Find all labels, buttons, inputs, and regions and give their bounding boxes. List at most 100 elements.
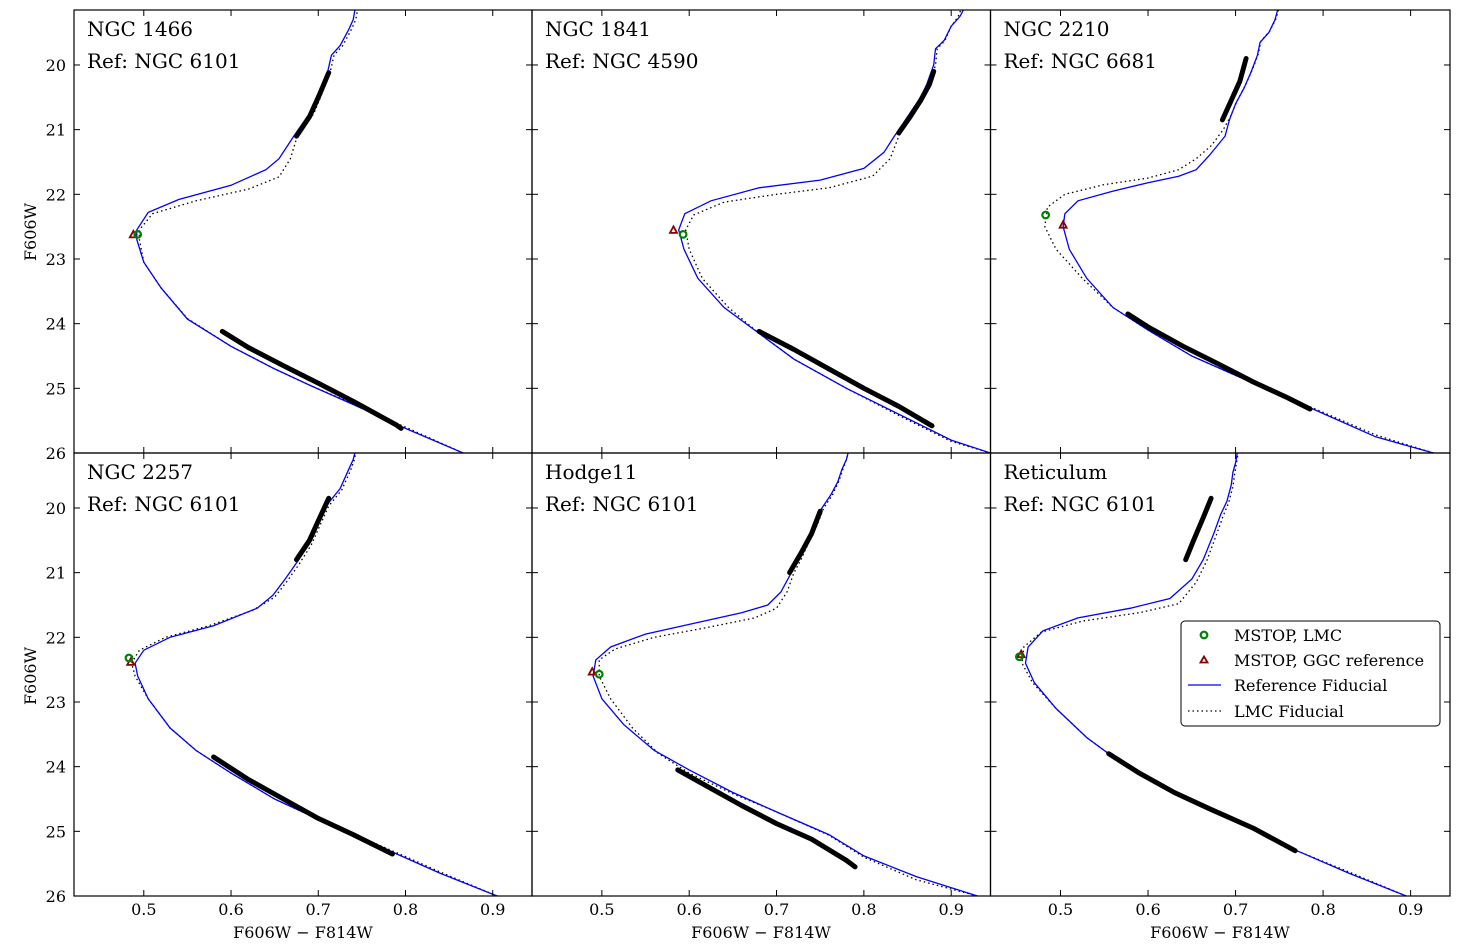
panel-frame [73, 9, 533, 454]
x-tick-label: 0.9 [1398, 900, 1423, 919]
data-points-band [294, 70, 332, 139]
data-points-band [787, 508, 823, 576]
y-tick-label: 26 [46, 887, 66, 906]
x-tick-label: 0.7 [1223, 900, 1248, 919]
x-tick-label: 0.6 [218, 900, 243, 919]
mstop-ggc-marker [587, 666, 598, 676]
panel-frame [73, 452, 533, 897]
lmc-fiducial-line [598, 453, 978, 896]
data-points-band [1125, 311, 1313, 412]
x-axis-label-right: F606W − F814W [1150, 923, 1290, 942]
panel-ngc-2257: 0.5 0.6 0.7 0.8 0.9 20 21 22 23 24 25 26 NGC 2257 Ref… [46, 452, 533, 919]
x-tick-label: 0.9 [938, 900, 963, 919]
legend-label-mstop-lmc: MSTOP, LMC [1234, 626, 1342, 645]
x-tick-label: 0.7 [764, 900, 789, 919]
lmc-fiducial-line [130, 453, 498, 896]
legend-label-lmc: LMC Fiducial [1234, 702, 1344, 721]
panel-plot-area [128, 10, 464, 453]
y-tick-label: 24 [46, 315, 66, 334]
y-axis-label-top: F606W [21, 202, 40, 261]
x-tick-label: 0.6 [1135, 900, 1160, 919]
data-points-band [756, 328, 935, 429]
panel-hodge11: 0.5 0.6 0.7 0.8 0.9 Hodge11 Ref: NGC 6101 [531, 452, 992, 919]
y-tick-label: 22 [46, 628, 66, 647]
panel-ngc-2210: NGC 2210 Ref: NGC 6681 [989, 9, 1451, 454]
y-tick-label: 26 [46, 444, 66, 463]
panel-reference: Ref: NGC 6681 [1004, 49, 1157, 73]
legend-label-mstop-ggc: MSTOP, GGC reference [1234, 651, 1424, 670]
data-points-band [1106, 751, 1298, 854]
panels-layer: 20 21 22 23 24 25 26 NGC 1466 Ref: NGC 6101 NGC 1… [46, 9, 1451, 919]
mstop-ggc-marker [668, 224, 679, 234]
legend-label-reference: Reference Fiducial [1234, 676, 1387, 695]
axis-labels-layer: F606W F606W F606W − F814W F606W − F814W … [21, 202, 1290, 942]
panel-reference: Ref: NGC 4590 [545, 49, 698, 73]
data-points-band [294, 495, 332, 563]
reference-fiducial-line [592, 453, 978, 896]
y-tick-label: 21 [46, 121, 66, 140]
legend-box [1180, 620, 1441, 727]
y-tick-label: 23 [46, 693, 66, 712]
y-tick-label: 23 [46, 250, 66, 269]
panel-plot-area [668, 10, 991, 453]
legend-marker-mstop-ggc [1198, 654, 1210, 664]
data-points-band [1183, 495, 1214, 563]
y-axis-label-bottom: F606W [21, 646, 40, 705]
y-tick-label: 24 [46, 758, 66, 777]
x-tick-label: 0.8 [851, 900, 876, 919]
panel-title: Reticulum [1004, 460, 1108, 484]
x-axis-label-left: F606W − F814W [233, 923, 373, 942]
data-points-band [211, 754, 395, 857]
lmc-fiducial-line [1044, 10, 1434, 453]
x-tick-label: 0.5 [1048, 900, 1073, 919]
panel-title: Hodge11 [545, 460, 637, 484]
panel-title: NGC 2210 [1004, 17, 1110, 41]
mstop-lmc-marker [678, 230, 688, 239]
mstop-lmc-marker [133, 230, 143, 239]
panel-plot-area [124, 453, 498, 896]
panel-title: NGC 1841 [545, 17, 651, 41]
panel-reference: Ref: NGC 6101 [545, 492, 698, 516]
panel-frame [531, 9, 992, 454]
x-axis-label-middle: F606W − F814W [691, 923, 831, 942]
mstop-ggc-marker [1058, 219, 1069, 229]
reference-fiducial-line [134, 453, 498, 896]
panel-ngc-1841: NGC 1841 Ref: NGC 4590 [531, 9, 992, 454]
data-points-band [1219, 56, 1249, 123]
panel-frame [989, 9, 1451, 454]
reference-fiducial-line [1062, 10, 1434, 453]
reference-fiducial-line [136, 10, 464, 453]
panel-title: NGC 1466 [87, 17, 193, 41]
x-tick-label: 0.5 [131, 900, 156, 919]
y-tick-label: 21 [46, 564, 66, 583]
y-tick-label: 25 [46, 379, 66, 398]
mstop-lmc-marker [1041, 210, 1051, 220]
data-points-band [675, 767, 858, 870]
panel-reference: Ref: NGC 6101 [87, 49, 240, 73]
y-tick-label: 22 [46, 185, 66, 204]
data-points-band [219, 328, 404, 431]
x-tick-label: 0.5 [589, 900, 614, 919]
panel-plot-area [1041, 10, 1434, 453]
panel-frame [989, 452, 1451, 897]
x-tick-label: 0.8 [393, 900, 418, 919]
mstop-lmc-marker [594, 669, 604, 679]
y-tick-label: 25 [46, 822, 66, 841]
lmc-fiducial-line [685, 10, 991, 453]
legend: MSTOP, LMC MSTOP, GGC reference Referenc… [1180, 620, 1441, 727]
x-tick-label: 0.7 [306, 900, 331, 919]
reference-fiducial-line [678, 10, 991, 453]
y-tick-label: 20 [46, 56, 66, 75]
x-tick-label: 0.6 [676, 900, 701, 919]
x-tick-label: 0.9 [480, 900, 505, 919]
panel-reference: Ref: NGC 6101 [1004, 492, 1157, 516]
lmc-fiducial-line [138, 10, 464, 453]
data-points-band [896, 68, 937, 136]
panel-plot-area [587, 453, 978, 896]
panel-ngc-1466: 20 21 22 23 24 25 26 NGC 1466 Ref: NGC 6101 [46, 9, 533, 463]
panel-reticulum: 0.5 0.6 0.7 0.8 0.9 Reticulum Ref: NGC 6101 [989, 452, 1451, 919]
mstop-lmc-marker [1014, 652, 1024, 662]
y-tick-label: 20 [46, 499, 66, 518]
legend-marker-mstop-lmc [1199, 630, 1209, 640]
